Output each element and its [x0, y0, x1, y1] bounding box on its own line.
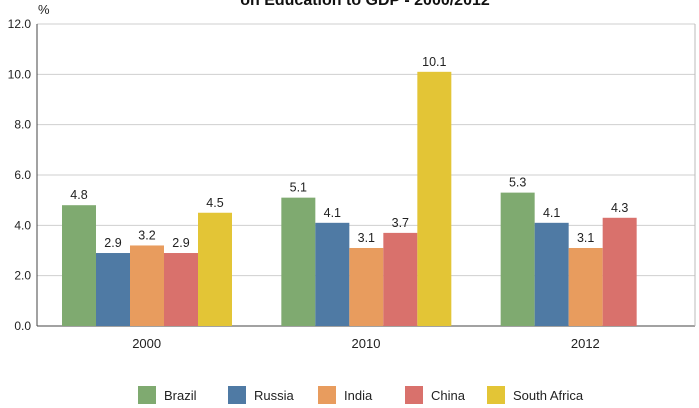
y-tick-label: 4.0	[14, 218, 31, 232]
legend-label: China	[431, 388, 466, 403]
y-tick-label: 12.0	[8, 17, 32, 31]
chart-title-group: on Education to GDP - 2000/2012%	[38, 0, 490, 17]
y-tick-label: 10.0	[8, 67, 32, 81]
bar-china-2010	[383, 232, 418, 326]
bar-china-2000	[164, 253, 198, 326]
bar-south-africa-2010	[417, 71, 452, 326]
data-label: 3.1	[577, 231, 594, 245]
bar-brazil-2000	[62, 205, 96, 326]
data-label: 2.9	[172, 236, 189, 250]
x-category-label: 2012	[571, 336, 600, 351]
data-label: 4.1	[324, 206, 341, 220]
legend: Brazil Russia India China South Africa	[138, 386, 584, 404]
bar-india-2000	[130, 245, 164, 326]
bar-india-2012	[568, 247, 603, 326]
data-label: 4.1	[543, 206, 560, 220]
data-labels: 4.8 2.9 3.2 2.9 4.5 5.1 4.1 3.1 3.7 10.1 5.3 4.1 3.1…	[70, 55, 628, 250]
data-label: 5.1	[290, 181, 307, 195]
bar-brazil-2012	[500, 192, 535, 326]
bar-south-africa-2000	[198, 212, 232, 326]
bar-brazil-2010	[281, 197, 316, 326]
bar-russia-2010	[315, 222, 350, 326]
y-tick-label: 0.0	[14, 319, 31, 333]
legend-label: South Africa	[513, 388, 584, 403]
bar-india-2010	[349, 247, 384, 326]
legend-swatch-south-africa	[487, 386, 505, 404]
data-label: 2.9	[104, 236, 121, 250]
data-label: 4.5	[206, 196, 223, 210]
y-tick-label: 2.0	[14, 269, 31, 283]
chart-title: on Education to GDP - 2000/2012	[240, 0, 490, 9]
data-label: 3.1	[358, 231, 375, 245]
y-axis-unit-label: %	[38, 2, 50, 17]
legend-swatch-brazil	[138, 386, 156, 404]
bar-russia-2000	[96, 253, 130, 326]
legend-swatch-china	[405, 386, 423, 404]
legend-swatch-india	[318, 386, 336, 404]
bars	[62, 71, 637, 326]
legend-swatch-russia	[228, 386, 246, 404]
data-label: 4.8	[70, 188, 87, 202]
legend-label: India	[344, 388, 373, 403]
x-category-label: 2000	[132, 336, 161, 351]
axes: 0.0 2.0 4.0 6.0 8.0 10.0 12.0 2000 2010 2012	[8, 17, 696, 351]
data-label: 5.3	[509, 176, 526, 190]
bar-russia-2012	[534, 222, 569, 326]
x-category-label: 2010	[352, 336, 381, 351]
legend-label: Brazil	[164, 388, 197, 403]
data-label: 4.3	[611, 201, 628, 215]
bar-china-2012	[602, 217, 637, 326]
data-label: 3.2	[138, 228, 155, 242]
data-label: 10.1	[422, 55, 446, 69]
data-label: 3.7	[392, 216, 409, 230]
y-tick-label: 8.0	[14, 118, 31, 132]
legend-label: Russia	[254, 388, 295, 403]
y-tick-label: 6.0	[14, 168, 31, 182]
